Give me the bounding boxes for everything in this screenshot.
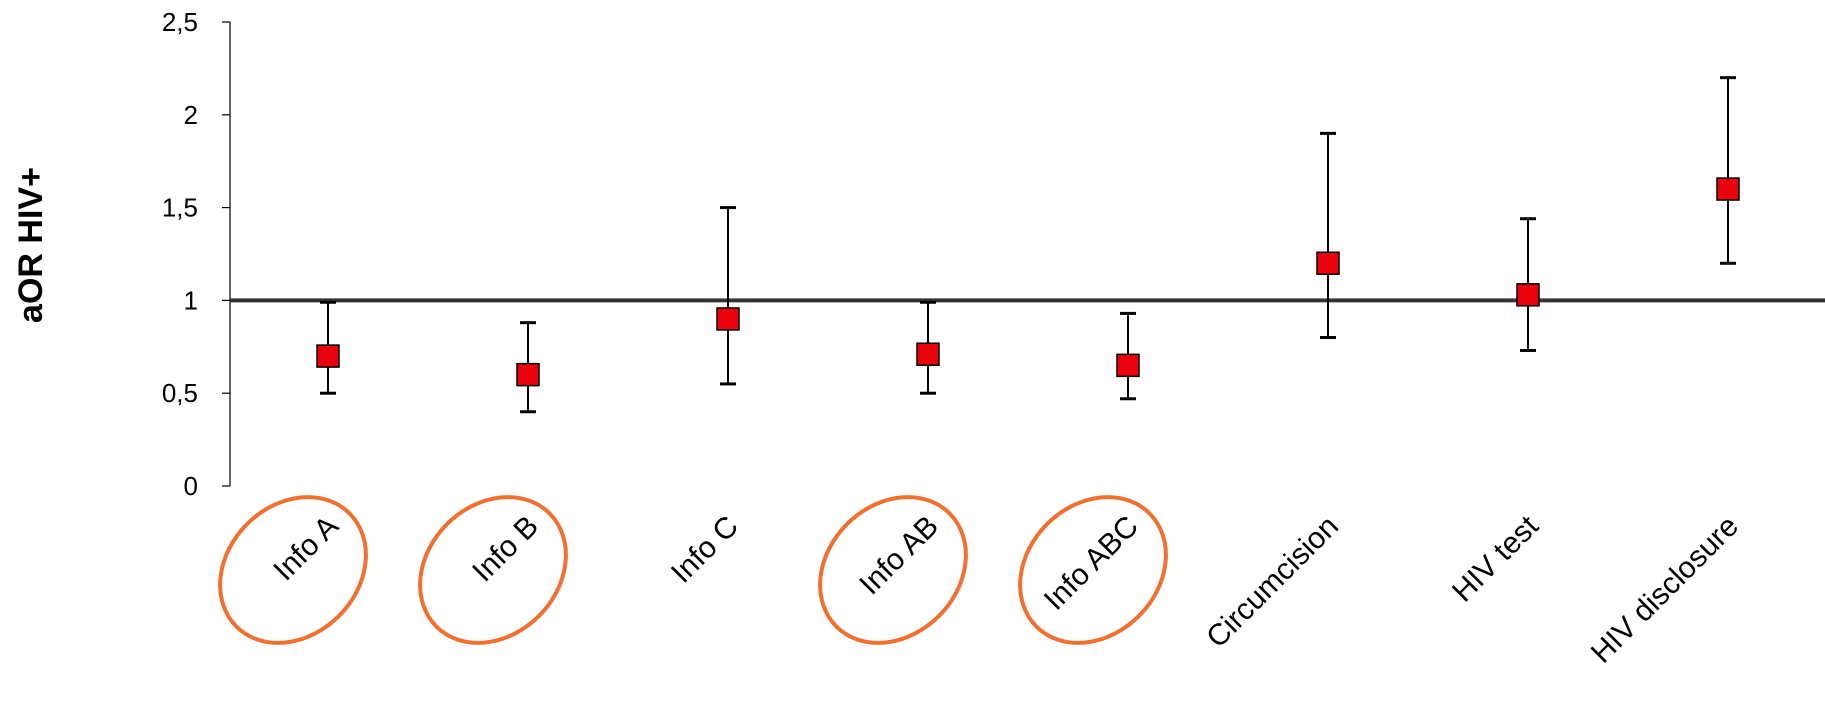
category-label: Info AB: [853, 510, 945, 602]
y-tick-label: 2,5: [162, 7, 198, 37]
data-point: [1716, 177, 1740, 201]
highlight-oval: [818, 495, 968, 645]
y-tick-label: 0,5: [162, 378, 198, 408]
data-point: [516, 362, 540, 387]
data-point: [1316, 251, 1340, 276]
category-label: HIV disclosure: [1585, 510, 1745, 670]
category-label: Info A: [267, 510, 345, 588]
highlight-oval: [418, 495, 568, 645]
y-tick-label: 0: [184, 471, 198, 501]
data-point: [916, 342, 940, 366]
highlight-oval: [1018, 495, 1168, 645]
category-label: Info ABC: [1038, 510, 1145, 617]
y-tick-label: 1: [184, 285, 198, 315]
y-tick-label: 2: [184, 100, 198, 130]
data-point: [716, 307, 740, 331]
y-tick-label: 1,5: [162, 193, 198, 223]
category-label: HIV test: [1446, 509, 1545, 608]
category-label: Info B: [466, 510, 545, 589]
category-label: Info C: [665, 510, 745, 590]
highlight-oval: [218, 495, 368, 645]
data-points: [316, 177, 1740, 387]
axes: [229, 22, 1825, 486]
error-bars: [320, 76, 1736, 414]
data-point: [1516, 283, 1540, 307]
category-labels: Info A Info B Info C Info AB Info ABC Circumc…: [267, 509, 1745, 670]
y-axis-title: aOR HIV+: [12, 167, 50, 323]
category-label: Circumcision: [1200, 510, 1345, 655]
y-ticks: 0 0,5 1 1,5 2 2,5: [162, 7, 230, 501]
highlight-ovals: [218, 495, 1168, 645]
data-point: [316, 344, 340, 368]
data-point: [1116, 353, 1140, 378]
